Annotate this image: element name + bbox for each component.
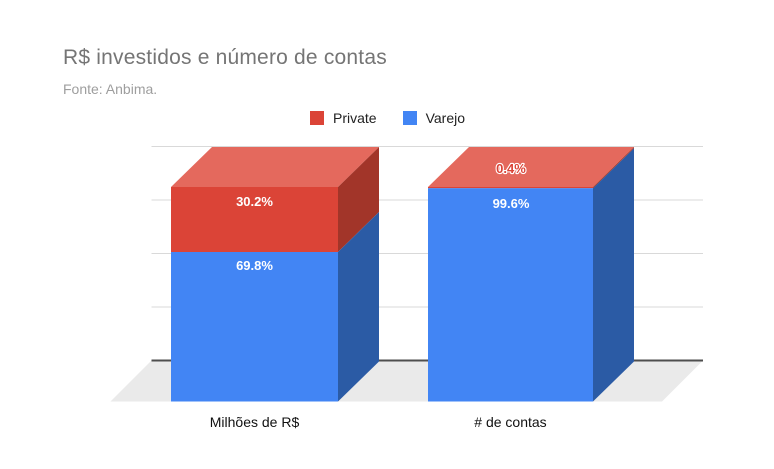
- chart-title: R$ investidos e número de contas: [63, 46, 387, 69]
- bar-contas-varejo-segment[interactable]: [428, 188, 593, 402]
- bar-milhoes: 30.2% 69.8%: [171, 147, 379, 402]
- bar-contas-varejo-side-face[interactable]: [593, 148, 634, 402]
- legend-label-varejo: Varejo: [425, 110, 466, 126]
- data-label-contas-private: 0.4%: [496, 161, 526, 176]
- category-label-milhoes: Milhões de R$: [210, 414, 300, 430]
- bar-milhoes-varejo-segment[interactable]: [171, 252, 338, 402]
- legend: Private Varejo: [310, 111, 465, 125]
- bar-contas: 0.4% 99.6%: [428, 147, 634, 402]
- bar-contas-private-side-face[interactable]: [593, 147, 634, 189]
- bar-milhoes-varejo-side-face[interactable]: [338, 212, 379, 402]
- data-label-contas-varejo: 99.6%: [493, 196, 530, 211]
- bar-milhoes-private-side-face[interactable]: [338, 147, 379, 252]
- bar-milhoes-top-face[interactable]: [171, 147, 379, 187]
- legend-item-varejo[interactable]: Varejo: [402, 110, 466, 126]
- data-label-milhoes-private: 30.2%: [236, 194, 273, 209]
- legend-label-private: Private: [333, 110, 377, 126]
- legend-swatch-private-icon: [310, 111, 324, 125]
- category-label-contas: # de contas: [474, 414, 546, 430]
- bar-milhoes-private-segment[interactable]: [171, 187, 338, 252]
- legend-swatch-varejo-icon: [402, 111, 417, 125]
- bar-contas-top-face[interactable]: [428, 147, 634, 187]
- legend-item-private[interactable]: Private: [310, 111, 377, 125]
- bar-contas-private-segment[interactable]: [428, 187, 593, 189]
- data-label-milhoes-varejo: 69.8%: [236, 258, 273, 273]
- chart-subtitle: Fonte: Anbima.: [63, 81, 158, 97]
